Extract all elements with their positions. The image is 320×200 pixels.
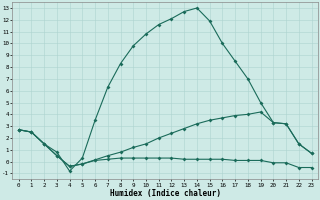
X-axis label: Humidex (Indice chaleur): Humidex (Indice chaleur) [109,189,220,198]
